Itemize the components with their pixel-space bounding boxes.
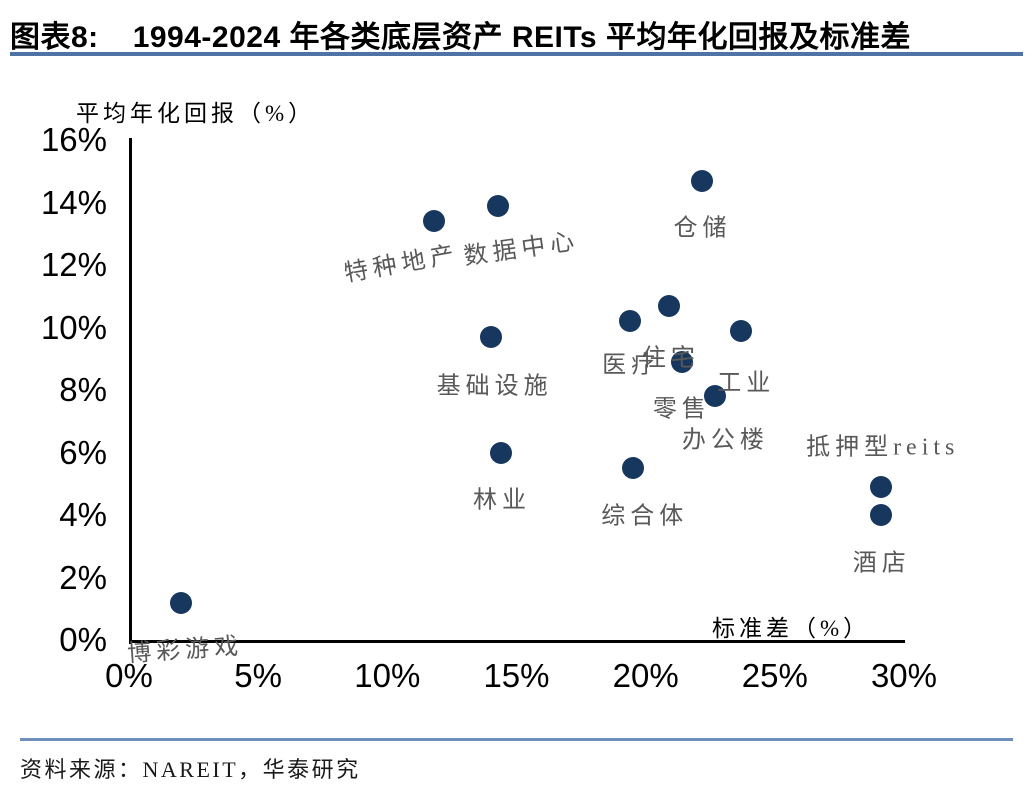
title-underline: [10, 52, 1023, 56]
x-tick-label: 0%: [105, 657, 153, 694]
x-tick-label: 15%: [483, 657, 550, 694]
source-note: 资料来源：NAREIT，华泰研究: [20, 757, 361, 782]
data-point-dot: [169, 591, 192, 614]
footer-divider: [20, 738, 1013, 741]
data-point-dot: [691, 169, 714, 192]
data-point-dot: [730, 319, 753, 342]
y-tick-label: 2%: [59, 558, 107, 596]
x-tick-label: 20%: [612, 657, 679, 694]
x-axis-line: [129, 640, 905, 643]
data-point-label: 酒店: [852, 550, 911, 577]
data-point-dot: [704, 385, 727, 408]
x-tick-label: 5%: [234, 657, 283, 694]
data-point-label: 住宅: [641, 345, 700, 372]
data-point-dot: [670, 350, 693, 373]
x-tick-label: 25%: [741, 657, 808, 694]
data-point-dot: [479, 325, 502, 348]
data-point-dot: [619, 310, 642, 333]
y-tick-label: 16%: [40, 121, 107, 158]
data-point-dot: [869, 504, 892, 526]
data-point-label: 零售: [652, 396, 711, 423]
data-point-dot: [422, 210, 445, 233]
y-tick-label: 12%: [40, 246, 107, 283]
data-point-label: 综合体: [601, 503, 689, 530]
data-point-dot: [869, 475, 892, 498]
data-point-dot: [621, 457, 644, 480]
x-tick-label: 10%: [354, 657, 421, 694]
data-point-label: 仓储: [673, 215, 732, 242]
scatter-plot: 平均年化回报（%） 标准差（%） 0% 2% 4% 6% 8% 10% 12% 14% 16% 0…: [40, 101, 960, 694]
data-point-label: 林业: [472, 487, 531, 513]
data-point-label: 特种地产: [342, 241, 461, 288]
figure-title: 图表8: 1994-2024 年各类底层资产 REITs 平均年化回报及标准差: [10, 12, 911, 56]
figure-title-text: 1994-2024 年各类底层资产 REITs 平均年化回报及标准差: [132, 21, 911, 54]
y-tick-label: 6%: [59, 433, 107, 471]
data-point-label: 办公楼: [681, 427, 769, 454]
x-tick-label: 30%: [870, 657, 938, 694]
y-axis-title: 平均年化回报（%）: [76, 101, 316, 126]
y-tick-label: 4%: [59, 496, 107, 533]
y-tick-label: 14%: [40, 183, 107, 221]
y-tick-label: 10%: [40, 308, 107, 346]
data-point-label: 医疗: [602, 352, 661, 379]
y-axis-line: [129, 138, 132, 644]
data-point-label: 博彩游戏: [126, 632, 244, 668]
x-axis-title: 标准差（%）: [712, 616, 871, 641]
data-point-label: 工业: [717, 370, 776, 397]
figure-tag: 图表8:: [10, 21, 99, 54]
data-point-dot: [489, 441, 512, 464]
data-point-label: 数据中心: [462, 228, 582, 271]
data-point-label: 基础设施: [436, 373, 553, 400]
data-point-label: 抵押型reits: [806, 434, 960, 461]
data-point-dot: [487, 194, 510, 217]
data-point-dot: [657, 294, 680, 317]
y-tick-label: 0%: [59, 621, 107, 658]
y-tick-label: 8%: [59, 371, 107, 408]
